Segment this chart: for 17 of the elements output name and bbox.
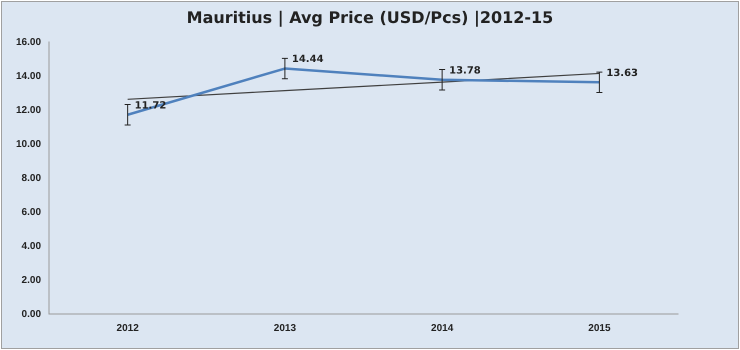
data-label: 13.63 — [606, 68, 638, 79]
y-tick-label: 2.00 — [22, 274, 42, 286]
y-tick-label: 16.00 — [16, 36, 42, 48]
y-tick-label: 10.00 — [16, 138, 42, 150]
y-tick-label: 12.00 — [16, 104, 42, 116]
x-tick-label: 2013 — [274, 322, 296, 334]
chart-title: Mauritius | Avg Price (USD/Pcs) |2012-15 — [186, 8, 554, 27]
x-tick-label: 2012 — [116, 322, 140, 334]
y-tick-label: 0.00 — [22, 308, 42, 320]
y-tick-label: 6.00 — [22, 206, 42, 218]
x-tick-label: 2015 — [588, 322, 611, 334]
y-tick-label: 4.00 — [22, 240, 42, 252]
x-tick-label: 2014 — [431, 322, 454, 334]
data-label: 14.44 — [292, 54, 324, 66]
data-label: 13.78 — [449, 65, 481, 76]
y-tick-label: 8.00 — [22, 172, 42, 184]
y-tick-label: 14.00 — [16, 70, 42, 82]
